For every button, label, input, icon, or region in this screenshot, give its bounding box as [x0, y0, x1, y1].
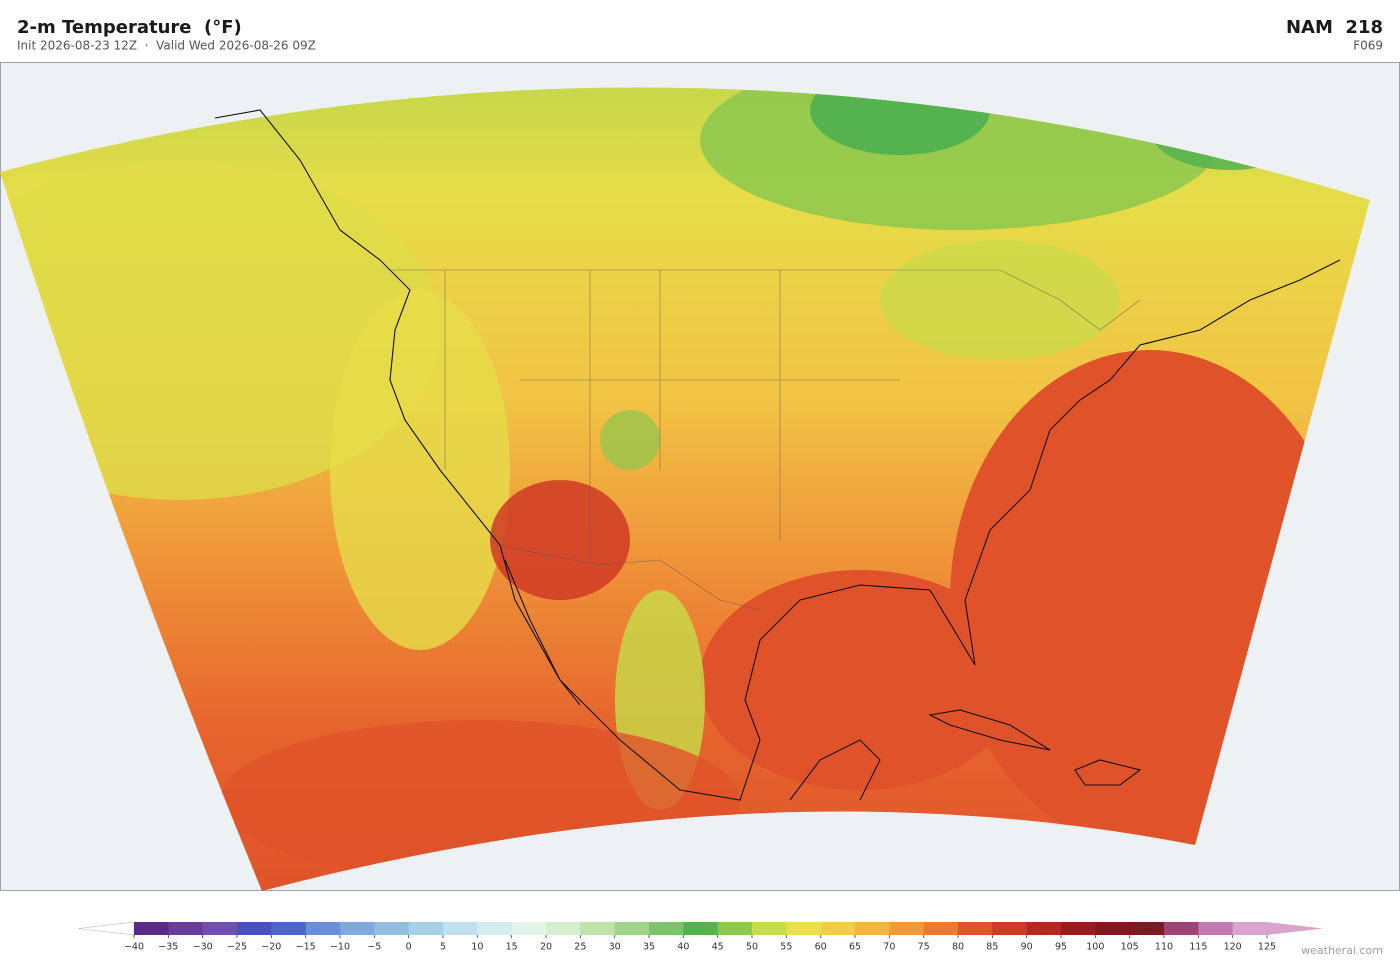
colorbar-tick-label: −20	[261, 942, 281, 953]
colorbar-segment	[374, 922, 410, 935]
colorbar-tick-label: 85	[986, 942, 998, 953]
colorbar-tick-label: 60	[815, 942, 827, 953]
colorbar-tick-label: 65	[849, 942, 861, 953]
colorbar-tick-label: −15	[296, 942, 316, 953]
colorbar-tick-label: 95	[1055, 942, 1067, 953]
colorbar-segment	[1232, 922, 1268, 935]
colorbar-segment	[511, 922, 547, 935]
colorbar-segment	[1198, 922, 1234, 935]
colorbar-segment	[237, 922, 272, 935]
colorbar-tick-label: −5	[367, 942, 381, 953]
colorbar-under	[77, 921, 135, 936]
colorbar-segment	[614, 922, 650, 935]
colorbar-segment	[958, 922, 993, 935]
field-patch	[330, 290, 510, 650]
coastline	[504, 559, 581, 706]
model-name: NAM 218	[1286, 17, 1383, 38]
field-patch	[880, 240, 1120, 360]
map-subtitle: Init 2026-08-23 12Z · Valid Wed 2026-08-…	[17, 39, 316, 53]
colorbar: −40 −35 −30 −25 −20 −15 −10 −5 0 5 10 15 20 25 30 35 40 4…	[77, 921, 1323, 953]
coastline	[928, 709, 1051, 751]
colorbar-tick-label: −35	[158, 942, 178, 953]
country-border	[388, 269, 1141, 331]
state-border	[444, 270, 900, 560]
colorbar-segment	[1129, 922, 1165, 935]
forecast-hour: F069	[1353, 39, 1383, 53]
colorbar-segment	[443, 922, 478, 935]
watermark: weatherai.com	[1301, 944, 1383, 957]
colorbar-segment	[752, 922, 787, 935]
colorbar-tick-label: 0	[406, 942, 412, 953]
colorbar-segment	[271, 922, 307, 935]
colorbar-tick-label: −10	[330, 942, 350, 953]
colorbar-segment	[786, 922, 822, 935]
colorbar-segment	[202, 922, 238, 935]
colorbar-tick-label: 120	[1224, 942, 1242, 953]
field-patch	[700, 570, 1020, 790]
colorbar-tick-label: 50	[746, 942, 758, 953]
colorbar-segment	[855, 922, 890, 935]
colorbar-tick-label: 35	[643, 942, 655, 953]
coastline	[1074, 759, 1142, 786]
colorbar-tick-label: 5	[440, 942, 446, 953]
colorbar-segment	[923, 922, 959, 935]
field-patch	[490, 480, 630, 600]
field-patch	[810, 87, 990, 155]
colorbar-segment	[889, 922, 925, 935]
colorbar-tick-label: 115	[1189, 942, 1207, 953]
field-patch	[600, 410, 660, 470]
colorbar-segment	[1061, 922, 1096, 935]
colorbar-tick-label: 25	[574, 942, 586, 953]
colorbar-tick-label: 100	[1086, 942, 1104, 953]
colorbar-segment	[580, 922, 616, 935]
country-border	[494, 544, 761, 611]
map	[0, 62, 1400, 891]
colorbar-tick-label: 55	[780, 942, 792, 953]
colorbar-tick-label: −30	[193, 942, 213, 953]
colorbar-segment	[992, 922, 1028, 935]
colorbar-tick-label: 40	[677, 942, 689, 953]
colorbar-tick-label: −25	[227, 942, 247, 953]
colorbar-segment	[1026, 922, 1062, 935]
colorbar-segment	[477, 922, 513, 935]
colorbar-segment	[683, 922, 719, 935]
colorbar-segment	[1095, 922, 1131, 935]
colorbar-tick-label: 10	[471, 942, 483, 953]
colorbar-tick-label: 20	[540, 942, 552, 953]
colorbar-tick-label: 30	[609, 942, 621, 953]
colorbar-segment	[168, 922, 204, 935]
colorbar-tick-label: 125	[1258, 942, 1276, 953]
colorbar-segment	[305, 922, 341, 935]
colorbar-segment	[820, 922, 856, 935]
colorbar-tick-label: 105	[1121, 942, 1139, 953]
colorbar-tick-label: 15	[506, 942, 518, 953]
colorbar-tick-label: 110	[1155, 942, 1173, 953]
map-title: 2-m Temperature (°F)	[17, 17, 242, 38]
colorbar-segment	[340, 922, 375, 935]
colorbar-tick-label: 80	[952, 942, 964, 953]
colorbar-tick-label: −40	[124, 942, 144, 953]
colorbar-segment	[717, 922, 753, 935]
colorbar-segment	[649, 922, 684, 935]
colorbar-segment	[408, 922, 444, 935]
coastline	[214, 109, 1341, 801]
colorbar-tick-label: 70	[883, 942, 895, 953]
colorbar-over	[1267, 922, 1323, 935]
colorbar-segment	[546, 922, 581, 935]
colorbar-segment	[134, 922, 169, 935]
colorbar-segment	[1164, 922, 1199, 935]
colorbar-tick-label: 90	[1021, 942, 1033, 953]
colorbar-tick-label: 45	[712, 942, 724, 953]
colorbar-tick-label: 75	[918, 942, 930, 953]
coastline	[789, 739, 881, 801]
